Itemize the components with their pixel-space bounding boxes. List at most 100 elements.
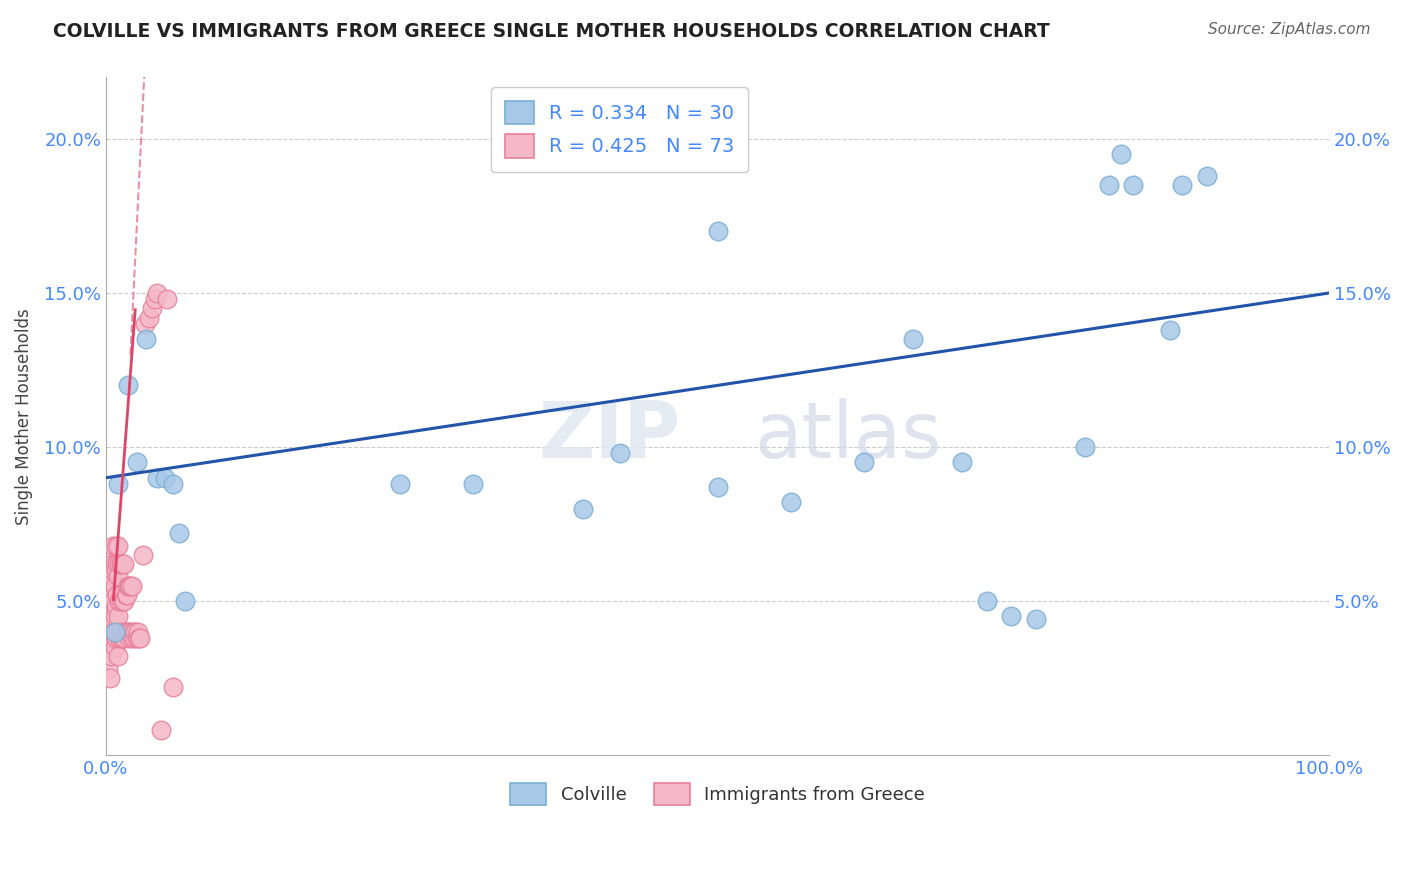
Point [134,317,156,331]
Point [1025,612,1047,626]
Point [108,557,131,571]
Point [98,631,121,645]
Point [117,624,139,639]
Point [114,588,136,602]
Point [103,563,125,577]
Point [104,631,127,645]
Point [107,569,129,583]
Point [105,624,128,639]
Point [103,578,125,592]
Point [103,594,125,608]
Point [125,455,148,469]
Point [111,557,134,571]
Point [143,292,166,306]
Point [124,624,146,639]
Point [780,495,803,509]
Point [121,631,143,645]
Point [388,477,411,491]
Point [100,569,122,583]
Point [903,332,925,346]
Point [101,588,124,602]
Text: Source: ZipAtlas.com: Source: ZipAtlas.com [1208,22,1371,37]
Point [97,662,120,676]
Point [115,624,138,639]
Point [118,631,141,645]
Point [98,671,121,685]
Point [103,624,125,639]
Point [146,471,169,485]
Point [98,594,121,608]
Point [110,631,132,645]
Point [107,539,129,553]
Point [101,631,124,645]
Point [107,609,129,624]
Point [609,446,631,460]
Point [120,578,142,592]
Point [1122,178,1144,193]
Point [131,548,153,562]
Point [105,588,128,602]
Point [853,455,876,469]
Point [103,624,125,639]
Point [950,455,973,469]
Point [117,378,139,392]
Point [101,557,124,571]
Point [118,578,141,592]
Point [103,640,125,654]
Point [108,631,131,645]
Point [103,557,125,571]
Point [141,301,163,316]
Point [128,631,150,645]
Point [110,594,132,608]
Point [96,624,118,639]
Point [706,224,728,238]
Point [138,310,160,325]
Point [107,649,129,664]
Point [122,631,145,645]
Point [112,557,135,571]
Point [1171,178,1194,193]
Point [104,563,127,577]
Point [120,624,142,639]
Point [112,631,135,645]
Point [1109,147,1132,161]
Legend: Colville, Immigrants from Greece: Colville, Immigrants from Greece [501,773,934,814]
Point [107,477,129,491]
Text: atlas: atlas [754,399,942,475]
Point [104,539,127,553]
Point [169,526,191,541]
Point [150,723,173,738]
Point [117,578,139,592]
Point [146,285,169,300]
Point [162,477,184,491]
Point [127,624,149,639]
Point [110,557,132,571]
Point [112,631,135,645]
Point [1000,609,1022,624]
Point [461,477,484,491]
Point [121,578,143,592]
Point [135,332,157,346]
Point [114,624,136,639]
Point [156,292,179,306]
Point [105,557,128,571]
Point [111,624,134,639]
Point [706,480,728,494]
Point [103,539,125,553]
Point [129,631,152,645]
Point [100,649,122,664]
Point [1195,169,1218,183]
Point [1073,440,1095,454]
Text: ZIP: ZIP [538,399,681,475]
Point [103,609,125,624]
Point [100,600,122,615]
Point [572,501,595,516]
Point [1098,178,1121,193]
Point [108,594,131,608]
Point [111,588,134,602]
Point [122,624,145,639]
Y-axis label: Single Mother Households: Single Mother Households [15,308,32,524]
Point [112,594,135,608]
Point [115,588,138,602]
Point [976,594,998,608]
